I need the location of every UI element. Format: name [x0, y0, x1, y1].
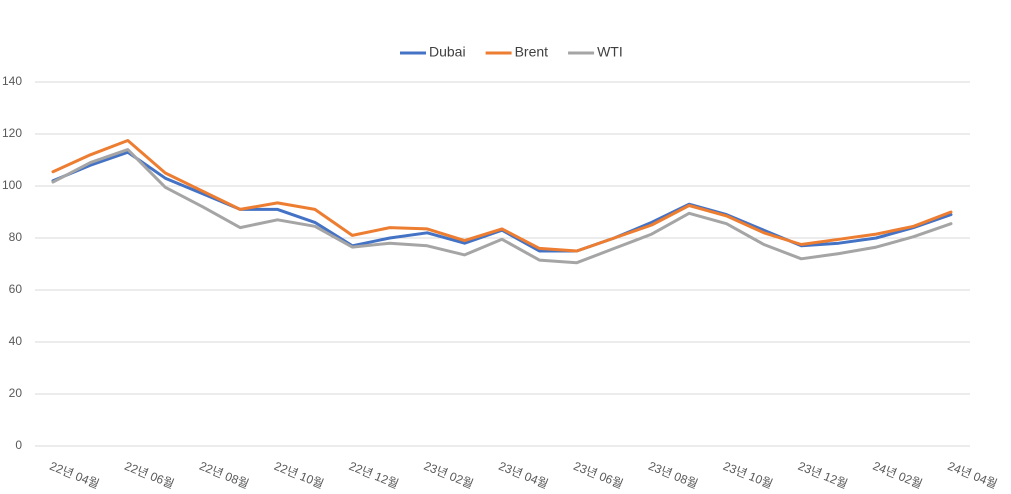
x-tick-label: 22년 10월 — [272, 459, 326, 492]
x-tick-label: 23년 08월 — [646, 459, 700, 492]
x-tick-label: 22년 08월 — [197, 459, 251, 492]
y-tick-label: 100 — [2, 178, 22, 192]
y-tick-label: 60 — [9, 282, 23, 296]
legend-label: Dubai — [429, 44, 466, 60]
line-series — [51, 150, 953, 253]
x-tick-label: 24년 04월 — [946, 459, 1000, 492]
x-tick-label: 23년 06월 — [572, 459, 626, 492]
x-tick-label: 23년 10월 — [721, 459, 775, 492]
y-tick-label: 120 — [2, 126, 22, 140]
y-tick-label: 140 — [2, 74, 22, 88]
x-tick-label: 22년 04월 — [48, 459, 102, 492]
line-series — [51, 139, 953, 253]
legend-label: WTI — [597, 44, 623, 60]
x-tick-label: 23년 04월 — [497, 459, 551, 492]
line-series — [51, 148, 953, 265]
y-tick-label: 80 — [9, 230, 23, 244]
legend-label: Brent — [515, 44, 549, 60]
y-tick-label: 20 — [9, 386, 23, 400]
x-tick-label: 24년 02월 — [871, 459, 925, 492]
y-tick-label: 0 — [15, 438, 22, 452]
x-tick-label: 23년 12월 — [796, 459, 850, 492]
y-tick-label: 40 — [9, 334, 23, 348]
x-tick-label: 22년 12월 — [347, 459, 401, 492]
x-tick-label: 22년 06월 — [123, 459, 177, 492]
x-tick-label: 23년 02월 — [422, 459, 476, 492]
legend: Dubai Brent WTI — [400, 44, 623, 60]
